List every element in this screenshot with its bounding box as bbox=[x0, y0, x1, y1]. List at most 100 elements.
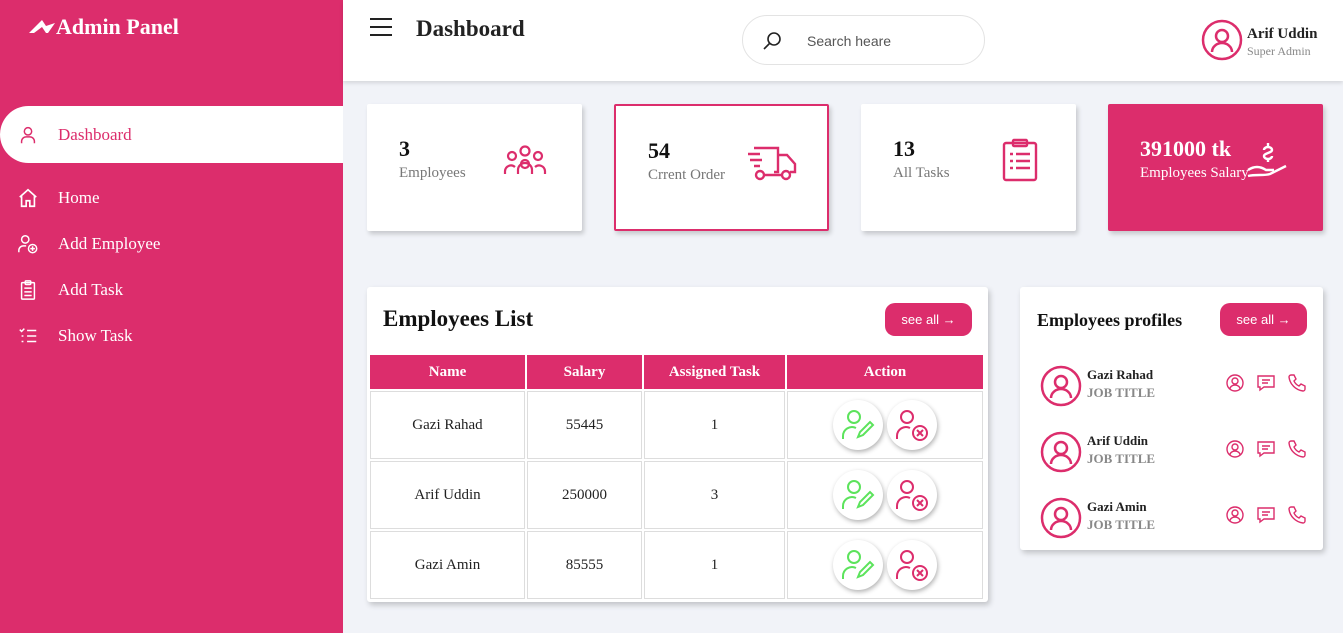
employees-list-panel: Employees List see all → Name Salary Ass… bbox=[367, 287, 988, 602]
sidebar-item-label: Add Employee bbox=[58, 234, 161, 253]
profiles-see-all-button[interactable]: see all → bbox=[1220, 303, 1307, 336]
cell-action bbox=[787, 531, 983, 599]
cell-salary: 55445 bbox=[527, 391, 642, 459]
user-edit-icon bbox=[842, 480, 875, 509]
phone-icon[interactable] bbox=[1287, 439, 1307, 459]
message-icon[interactable] bbox=[1256, 505, 1276, 525]
group-icon bbox=[503, 145, 547, 174]
employees-list-title: Employees List bbox=[383, 306, 534, 331]
table-row: Arif Uddin 250000 3 bbox=[370, 461, 983, 529]
cell-tasks: 1 bbox=[644, 391, 785, 459]
user-avatar-icon bbox=[1201, 19, 1243, 61]
message-icon[interactable] bbox=[1256, 373, 1276, 393]
page-title: Dashboard bbox=[416, 16, 525, 41]
profile-job-title: JOB TITLE bbox=[1087, 451, 1156, 466]
edit-employee-button[interactable] bbox=[833, 400, 883, 450]
stat-label: Crrent Order bbox=[648, 167, 726, 183]
user-role: Super Admin bbox=[1247, 44, 1311, 58]
phone-icon[interactable] bbox=[1287, 373, 1307, 393]
brand[interactable]: Admin Panel bbox=[28, 14, 179, 40]
cell-action bbox=[787, 461, 983, 529]
top-header: Dashboard Arif Uddin Super Admin bbox=[343, 0, 1343, 81]
user-name: Arif Uddin bbox=[1247, 26, 1318, 42]
employees-table: Name Salary Assigned Task Action Gazi Ra… bbox=[368, 353, 985, 601]
profile-job-title: JOB TITLE bbox=[1087, 385, 1156, 400]
clipboard-list-icon bbox=[1002, 138, 1038, 182]
avatar bbox=[1040, 365, 1082, 407]
checklist-icon bbox=[16, 324, 40, 348]
sidebar-item-add-task[interactable]: Add Task bbox=[0, 267, 343, 313]
stat-card-salary[interactable]: 391000 tk Employees Salary bbox=[1108, 104, 1323, 231]
sidebar-item-label: Home bbox=[58, 188, 100, 207]
truck-icon bbox=[748, 146, 797, 181]
user-plus-icon bbox=[16, 232, 40, 256]
sidebar: Admin Panel Dashboard Home Add Employee … bbox=[0, 0, 343, 633]
list-item: Gazi Amin JOB TITLE bbox=[1040, 497, 1310, 541]
stat-label: All Tasks bbox=[893, 165, 950, 181]
sidebar-item-add-employee[interactable]: Add Employee bbox=[0, 221, 343, 267]
column-header-name: Name bbox=[370, 355, 525, 389]
edit-employee-button[interactable] bbox=[833, 470, 883, 520]
profile-icon[interactable] bbox=[1225, 439, 1245, 459]
profile-name: Arif Uddin bbox=[1087, 433, 1149, 448]
stat-value: 391000 tk bbox=[1140, 136, 1232, 161]
clipboard-icon bbox=[16, 278, 40, 302]
avatar bbox=[1040, 497, 1082, 539]
phone-icon[interactable] bbox=[1287, 505, 1307, 525]
search-icon bbox=[763, 32, 781, 50]
list-item: Gazi Rahad JOB TITLE bbox=[1040, 365, 1310, 409]
column-header-assigned-task: Assigned Task bbox=[644, 355, 785, 389]
stat-value: 13 bbox=[893, 136, 915, 161]
avatar bbox=[1201, 19, 1243, 66]
table-row: Gazi Amin 85555 1 bbox=[370, 531, 983, 599]
message-icon[interactable] bbox=[1256, 439, 1276, 459]
stat-card-tasks[interactable]: 13 All Tasks bbox=[861, 104, 1076, 231]
sidebar-item-label: Dashboard bbox=[58, 124, 132, 144]
cell-tasks: 1 bbox=[644, 531, 785, 599]
stat-card-employees[interactable]: 3 Employees bbox=[367, 104, 582, 231]
stat-label: Employees bbox=[399, 165, 466, 181]
table-header-row: Name Salary Assigned Task Action bbox=[370, 355, 983, 389]
employees-see-all-button[interactable]: see all → bbox=[885, 303, 972, 336]
salary-hand-icon bbox=[1247, 143, 1287, 178]
user-edit-icon bbox=[842, 410, 875, 439]
stat-value: 54 bbox=[648, 138, 670, 163]
remove-employee-button[interactable] bbox=[887, 400, 937, 450]
stat-card-orders[interactable]: 54 Crrent Order bbox=[614, 104, 829, 231]
profile-name: Gazi Rahad bbox=[1087, 367, 1154, 382]
remove-employee-button[interactable] bbox=[887, 470, 937, 520]
user-remove-icon bbox=[896, 480, 928, 511]
profile-icon[interactable] bbox=[1225, 505, 1245, 525]
user-remove-icon bbox=[896, 410, 928, 441]
user-edit-icon bbox=[842, 550, 875, 579]
cell-tasks: 3 bbox=[644, 461, 785, 529]
employees-profiles-panel: Employees profiles see all → Gazi Rahad … bbox=[1020, 287, 1323, 550]
menu-toggle-icon[interactable] bbox=[370, 18, 392, 38]
sidebar-item-show-task[interactable]: Show Task bbox=[0, 313, 343, 359]
column-header-salary: Salary bbox=[527, 355, 642, 389]
cell-salary: 85555 bbox=[527, 531, 642, 599]
remove-employee-button[interactable] bbox=[887, 540, 937, 590]
cell-name: Gazi Rahad bbox=[370, 391, 525, 459]
sidebar-nav: Dashboard Home Add Employee Add Task Sho… bbox=[0, 106, 343, 359]
profile-job-title: JOB TITLE bbox=[1087, 517, 1156, 532]
edit-employee-button[interactable] bbox=[833, 540, 883, 590]
user-menu[interactable]: Arif Uddin Super Admin bbox=[1201, 19, 1317, 66]
cell-action bbox=[787, 391, 983, 459]
cell-salary: 250000 bbox=[527, 461, 642, 529]
sidebar-item-label: Add Task bbox=[58, 280, 124, 299]
table-row: Gazi Rahad 55445 1 bbox=[370, 391, 983, 459]
search-input[interactable] bbox=[807, 30, 972, 52]
home-icon bbox=[16, 186, 40, 210]
user-remove-icon bbox=[896, 550, 928, 581]
sidebar-item-home[interactable]: Home bbox=[0, 175, 343, 221]
column-header-action: Action bbox=[787, 355, 983, 389]
list-item: Arif Uddin JOB TITLE bbox=[1040, 431, 1310, 475]
cell-name: Arif Uddin bbox=[370, 461, 525, 529]
profile-name: Gazi Amin bbox=[1087, 499, 1147, 514]
employees-profiles-title: Employees profiles bbox=[1037, 310, 1183, 330]
sidebar-item-label: Show Task bbox=[58, 326, 133, 345]
profile-icon[interactable] bbox=[1225, 373, 1245, 393]
search-box bbox=[742, 15, 985, 65]
sidebar-item-dashboard[interactable]: Dashboard bbox=[0, 106, 343, 163]
